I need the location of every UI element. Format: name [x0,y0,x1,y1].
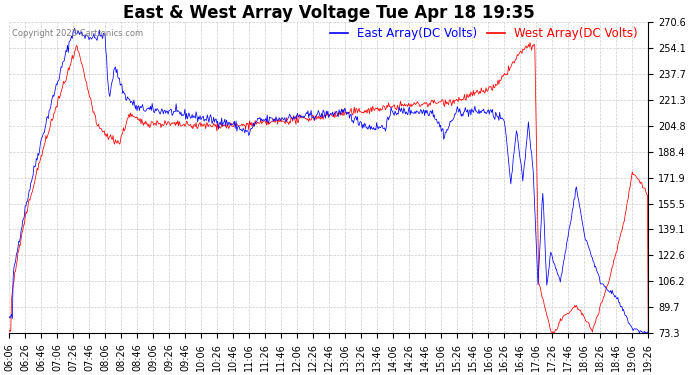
Title: East & West Array Voltage Tue Apr 18 19:35: East & West Array Voltage Tue Apr 18 19:… [123,4,535,22]
Legend: East Array(DC Volts), West Array(DC Volts): East Array(DC Volts), West Array(DC Volt… [326,22,642,45]
Text: Copyright 2023 Cartronics.com: Copyright 2023 Cartronics.com [12,28,144,38]
